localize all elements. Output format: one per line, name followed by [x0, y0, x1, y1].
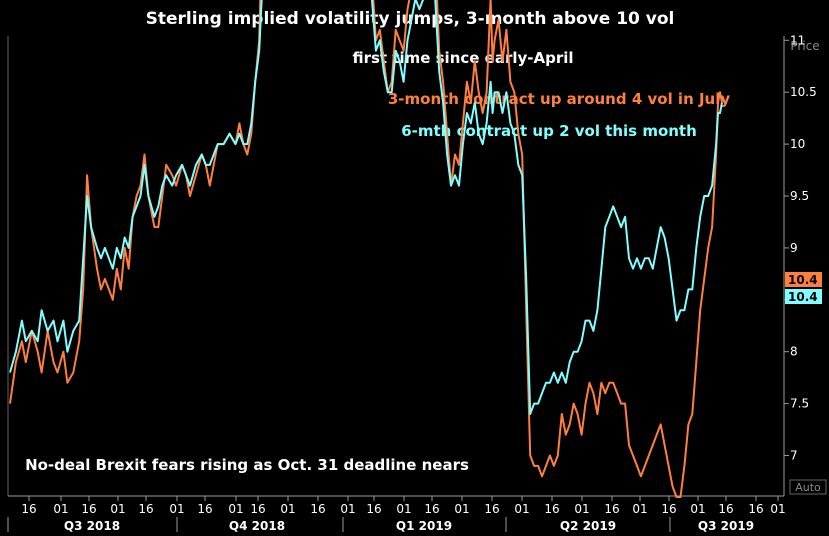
- x-tick-label: 16: [366, 502, 381, 516]
- x-tick-label: 01: [690, 502, 705, 516]
- y-axis-label: Price: [790, 39, 819, 53]
- x-axis-ticks: 16 01 16 01 16 01 16 01 16 01 16 01 16 01 16 01 16 01 16 01…: [21, 496, 786, 516]
- quarter-label: Q3 2019: [698, 519, 754, 533]
- 6-month-series-line: [9, 0, 723, 415]
- three-month-last-value: 10.4: [788, 273, 818, 287]
- x-tick-label: 01: [110, 502, 125, 516]
- x-tick-label: 01: [169, 502, 184, 516]
- auto-scale-button-frame[interactable]: [789, 479, 827, 495]
- quarter-label: Q3 2018: [64, 519, 120, 533]
- x-tick-label: 16: [138, 502, 153, 516]
- y-tick-label: 9.5: [790, 189, 809, 203]
- y-tick-label: 11: [790, 33, 805, 47]
- x-tick-label: 01: [574, 502, 589, 516]
- y-tick-label: 9: [790, 241, 798, 255]
- six-month-last-value: 10.4: [788, 290, 818, 304]
- x-tick-label: 01: [454, 502, 469, 516]
- x-tick-label: 01: [53, 502, 68, 516]
- six-month-annotation: 6-mth contract up 2 vol this month: [401, 122, 697, 140]
- bottom-annotation: No-deal Brexit fears rising as Oct. 31 d…: [25, 456, 469, 474]
- quarter-label: Q1 2019: [396, 519, 452, 533]
- x-tick-label: 01: [770, 502, 785, 516]
- y-tick-label: 10.5: [790, 85, 817, 99]
- x-tick-label: 16: [250, 502, 265, 516]
- chart-title: Sterling implied volatility jumps, 3-mon…: [146, 9, 675, 29]
- quarter-label: Q4 2018: [229, 519, 285, 533]
- quarter-label: Q2 2019: [560, 519, 616, 533]
- three-month-annotation: 3-month contract up around 4 vol in July: [388, 90, 731, 108]
- six-month-last-value-box: [785, 289, 822, 304]
- x-tick-label: 01: [514, 502, 529, 516]
- x-tick-label: 16: [81, 502, 96, 516]
- y-tick-label: 7.5: [790, 397, 809, 411]
- x-tick-label: 16: [197, 502, 212, 516]
- y-tick-label: 8: [790, 345, 798, 359]
- y-tick-label: 10: [790, 137, 805, 151]
- x-tick-label: 16: [21, 502, 36, 516]
- series-lines: [9, 0, 723, 498]
- x-tick-label: 16: [544, 502, 559, 516]
- x-tick-label: 01: [280, 502, 295, 516]
- x-tick-label: 16: [748, 502, 763, 516]
- x-tick-label: 16: [718, 502, 733, 516]
- auto-scale-button[interactable]: Auto: [795, 481, 821, 494]
- y-tick-label: 7: [790, 449, 798, 463]
- three-month-last-value-box: [785, 272, 822, 287]
- x-tick-label: 16: [310, 502, 325, 516]
- x-tick-label: 01: [340, 502, 355, 516]
- x-tick-label: 01: [632, 502, 647, 516]
- subtitle-annotation: first time since early-April: [352, 49, 573, 67]
- x-tick-label: 01: [396, 502, 411, 516]
- x-tick-label: 16: [604, 502, 619, 516]
- x-tick-label: 01: [228, 502, 243, 516]
- x-tick-label: 16: [424, 502, 439, 516]
- x-tick-label: 16: [484, 502, 499, 516]
- x-axis-quarters: Q3 2018 Q4 2018 Q1 2019 Q2 2019 Q3 2019: [7, 517, 754, 533]
- x-tick-label: 16: [661, 502, 676, 516]
